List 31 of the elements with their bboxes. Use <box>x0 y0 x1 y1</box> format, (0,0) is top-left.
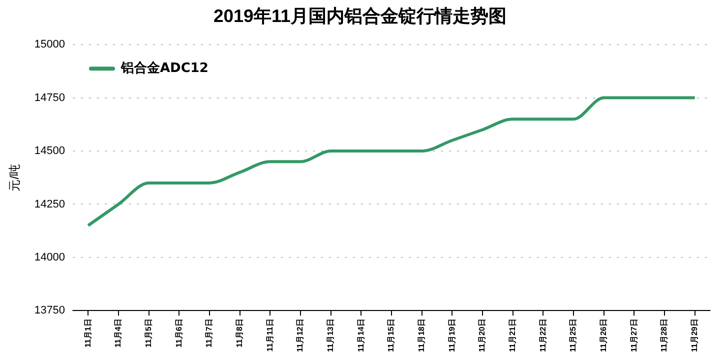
x-tick-label: 11月22日 <box>538 318 548 352</box>
x-tick-label: 11月14日 <box>356 318 366 352</box>
x-tick-label: 11月5日 <box>144 318 154 348</box>
x-tick-label: 11月8日 <box>235 318 244 348</box>
x-tick-label: 11月12日 <box>296 318 305 352</box>
x-tick-label: 11月6日 <box>174 318 184 348</box>
x-tick-label: 11月18日 <box>417 318 426 352</box>
x-tick-label: 11月15日 <box>386 318 396 352</box>
x-tick-label: 11月4日 <box>114 318 123 348</box>
legend-label: 铝合金ADC12 <box>120 60 208 76</box>
x-tick-label: 11月19日 <box>447 318 456 352</box>
x-tick-label: 11月11日 <box>265 318 274 352</box>
chart-title: 2019年11月国内铝合金锭行情走势图 <box>212 5 508 28</box>
x-tick-label: 11月28日 <box>660 318 669 352</box>
y-axis-title: 元/吨 <box>8 164 22 192</box>
x-tick-label: 11月26日 <box>599 318 608 352</box>
x-tick-label: 11月21日 <box>508 318 518 352</box>
x-tick-label: 11月1日 <box>83 318 92 348</box>
x-tick-label: 11月29日 <box>690 318 700 352</box>
x-tick-label: 11月27日 <box>629 318 638 352</box>
x-tick-label: 11月20日 <box>478 318 487 352</box>
line-series <box>86 96 696 228</box>
y-tick-label: 15000 <box>34 38 65 51</box>
y-tick-label: 14750 <box>34 92 65 104</box>
x-tick-label: 11月7日 <box>204 318 214 348</box>
x-tick-label: 11月13日 <box>326 318 336 352</box>
y-tick-label: 13750 <box>34 304 65 317</box>
y-tick-label: 14500 <box>34 145 65 158</box>
y-tick-label: 14000 <box>34 251 65 264</box>
x-tick-label: 11月25日 <box>568 318 578 352</box>
y-tick-label: 14250 <box>34 198 65 210</box>
